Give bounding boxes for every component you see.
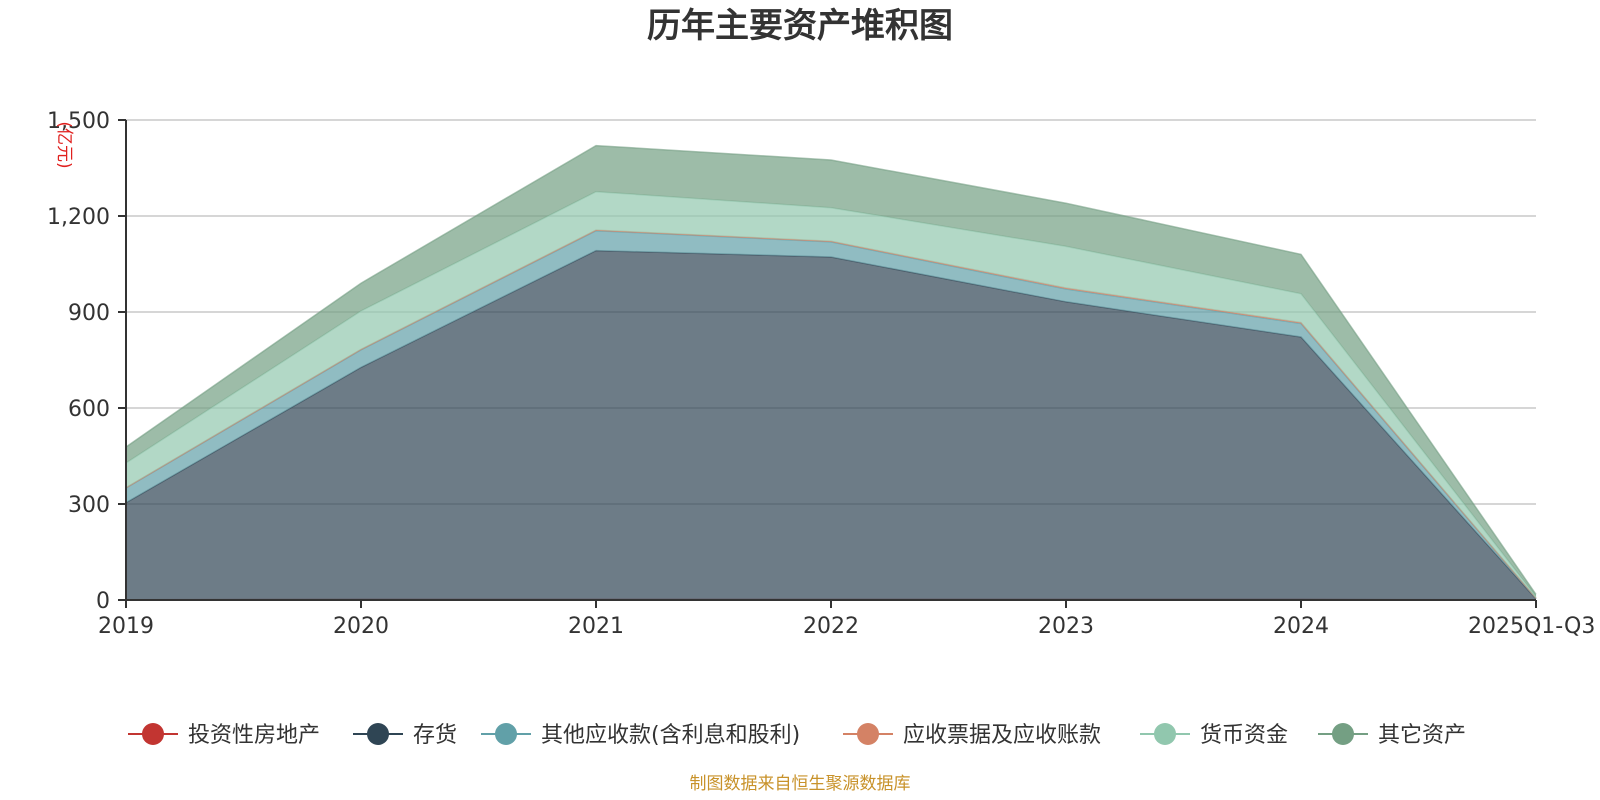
x-tick-label: 2022 — [803, 614, 859, 639]
source-note: 制图数据来自恒生聚源数据库 — [690, 774, 911, 794]
legend-item-5: 其它资产 — [1318, 723, 1466, 748]
legend-label: 存货 — [413, 723, 457, 748]
legend-label: 应收票据及应收账款 — [903, 723, 1101, 748]
y-tick-label: 0 — [96, 589, 110, 614]
x-tick-label: 2024 — [1273, 614, 1329, 639]
legend-item-3: 应收票据及应收账款 — [843, 723, 1101, 748]
y-tick-label: 1,500 — [47, 109, 110, 134]
legend-marker — [367, 723, 389, 745]
y-tick-label: 1,200 — [47, 205, 110, 230]
legend-label: 其它资产 — [1378, 723, 1466, 748]
x-tick-label: 2020 — [333, 614, 389, 639]
y-axis-ticks: 0 300 600 900 1,200 1,500 — [47, 109, 126, 614]
y-axis-unit: (亿元) — [54, 121, 74, 168]
area-series-edge-5 — [125, 144, 1537, 595]
chart-title: 历年主要资产堆积图 — [647, 6, 953, 46]
y-tick-label: 300 — [68, 493, 110, 518]
legend: 投资性房地产 存货 其他应收款(含利息和股利) 应收票据及应收账款 货币资金 其它资产 — [128, 723, 1466, 748]
area-series — [125, 144, 1537, 601]
y-tick-label: 900 — [68, 301, 110, 326]
legend-item-2: 其他应收款(含利息和股利) — [481, 723, 800, 748]
x-tick-label: 2023 — [1038, 614, 1094, 639]
legend-marker — [142, 723, 164, 745]
legend-label: 其他应收款(含利息和股利) — [541, 723, 800, 748]
x-tick-label: 2021 — [568, 614, 624, 639]
legend-item-4: 货币资金 — [1140, 723, 1288, 748]
legend-marker — [1332, 723, 1354, 745]
legend-label: 货币资金 — [1200, 723, 1288, 748]
y-tick-label: 600 — [68, 397, 110, 422]
x-tick-label: 2019 — [98, 614, 154, 639]
x-axis-ticks: 2019 2020 2021 2022 2023 2024 2025Q1-Q3 — [98, 600, 1595, 639]
area-series-4 — [126, 191, 1536, 599]
area-series-1 — [126, 250, 1536, 600]
x-tick-label: 2025Q1-Q3 — [1468, 614, 1595, 639]
legend-item-0: 投资性房地产 — [128, 723, 320, 748]
legend-marker — [1154, 723, 1176, 745]
legend-marker — [495, 723, 517, 745]
legend-item-1: 存货 — [353, 723, 457, 748]
area-series-5 — [126, 145, 1536, 597]
legend-marker — [857, 723, 879, 745]
legend-label: 投资性房地产 — [188, 723, 320, 748]
